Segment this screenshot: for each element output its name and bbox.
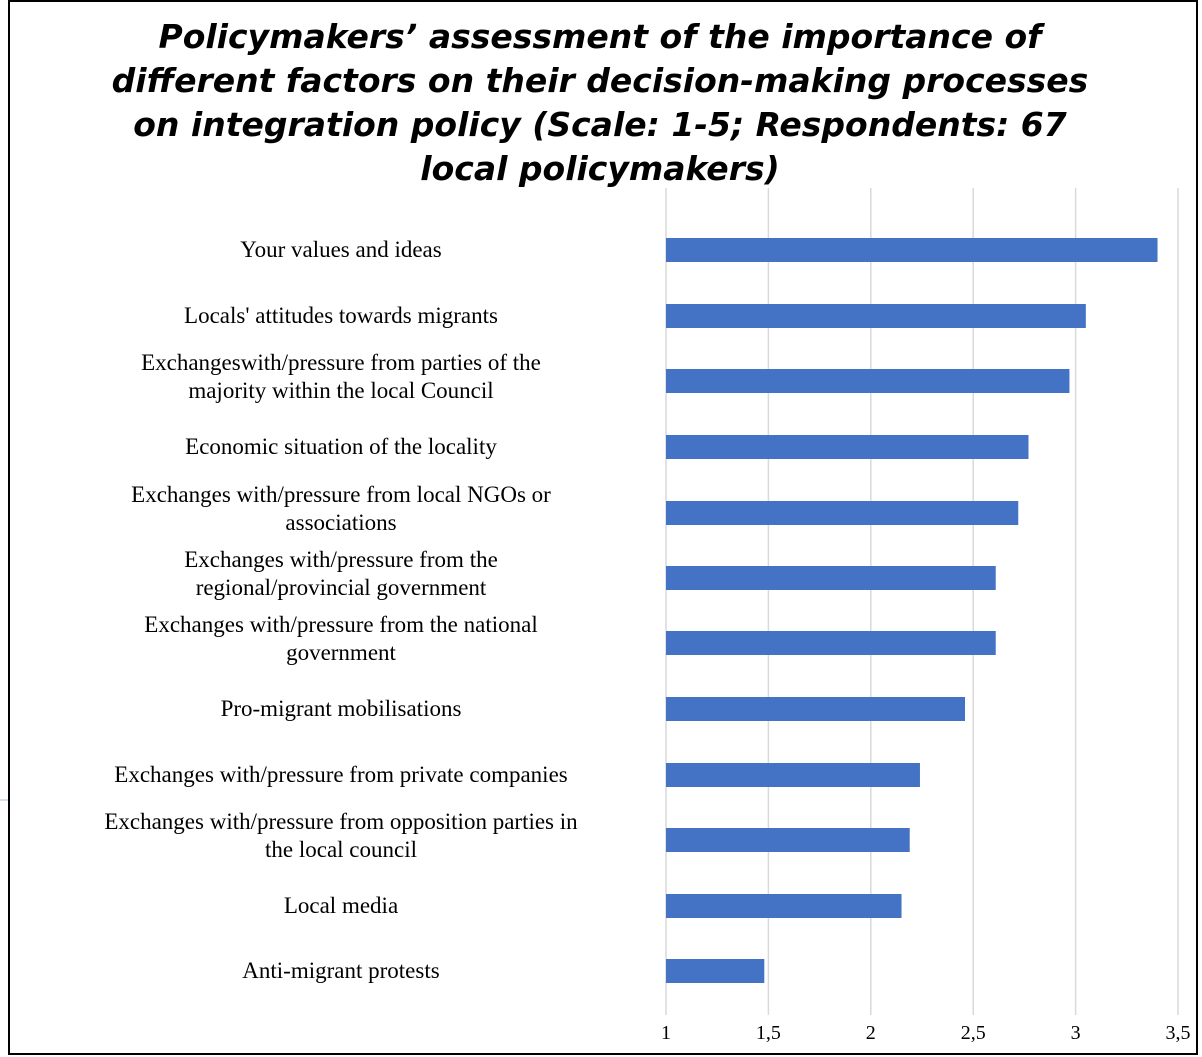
bar <box>666 894 902 918</box>
x-tick-label: 2 <box>866 1022 876 1045</box>
bar <box>666 697 965 721</box>
category-label-line: Local media <box>41 892 641 920</box>
category-label-line: Exchanges with/pressure from opposition … <box>41 808 641 836</box>
category-label: Locals' attitudes towards migrants <box>41 302 641 330</box>
bar <box>666 828 910 852</box>
category-label-line: Pro-migrant mobilisations <box>41 695 641 723</box>
x-tick-label: 3 <box>1071 1022 1081 1045</box>
category-label-line: Exchanges with/pressure from private com… <box>41 761 641 789</box>
category-label: Your values and ideas <box>41 236 641 264</box>
category-label-line: Locals' attitudes towards migrants <box>41 302 641 330</box>
category-label-line: government <box>41 639 641 667</box>
bar <box>666 369 1069 393</box>
bar <box>666 631 996 655</box>
x-tick-label: 3,5 <box>1166 1022 1191 1045</box>
category-label: Pro-migrant mobilisations <box>41 695 641 723</box>
category-label-line: Exchanges with/pressure from the nationa… <box>41 611 641 639</box>
category-label: Economic situation of the locality <box>41 433 641 461</box>
category-label: Exchanges with/pressure from the regional… <box>41 546 641 602</box>
category-label-line: Exchangeswith/pressure from parties of t… <box>41 349 641 377</box>
bar <box>666 763 920 787</box>
category-label: Exchanges with/pressure from opposition … <box>41 808 641 864</box>
bar <box>666 238 1158 262</box>
category-label-line: Exchanges with/pressure from local NGOs … <box>41 481 641 509</box>
category-label-line: associations <box>41 509 641 537</box>
category-label: Anti-migrant protests <box>41 957 641 985</box>
category-label: Local media <box>41 892 641 920</box>
category-label-line: Exchanges with/pressure from the <box>41 546 641 574</box>
category-label-line: the local council <box>41 836 641 864</box>
category-label-line: Anti-migrant protests <box>41 957 641 985</box>
category-label: Exchangeswith/pressure from parties of t… <box>41 349 641 405</box>
bar <box>666 959 764 983</box>
bar <box>666 304 1086 328</box>
category-label: Exchanges with/pressure from private com… <box>41 761 641 789</box>
x-tick-label: 2,5 <box>961 1022 986 1045</box>
category-label-line: regional/provincial government <box>41 574 641 602</box>
bar <box>666 501 1018 525</box>
x-tick-label: 1 <box>661 1022 671 1045</box>
category-label-line: Your values and ideas <box>41 236 641 264</box>
category-label-line: majority within the local Council <box>41 377 641 405</box>
x-tick-label: 1,5 <box>756 1022 781 1045</box>
category-label-line: Economic situation of the locality <box>41 433 641 461</box>
bar <box>666 435 1028 459</box>
category-label: Exchanges with/pressure from local NGOs … <box>41 481 641 537</box>
category-label: Exchanges with/pressure from the nationa… <box>41 611 641 667</box>
bar <box>666 566 996 590</box>
